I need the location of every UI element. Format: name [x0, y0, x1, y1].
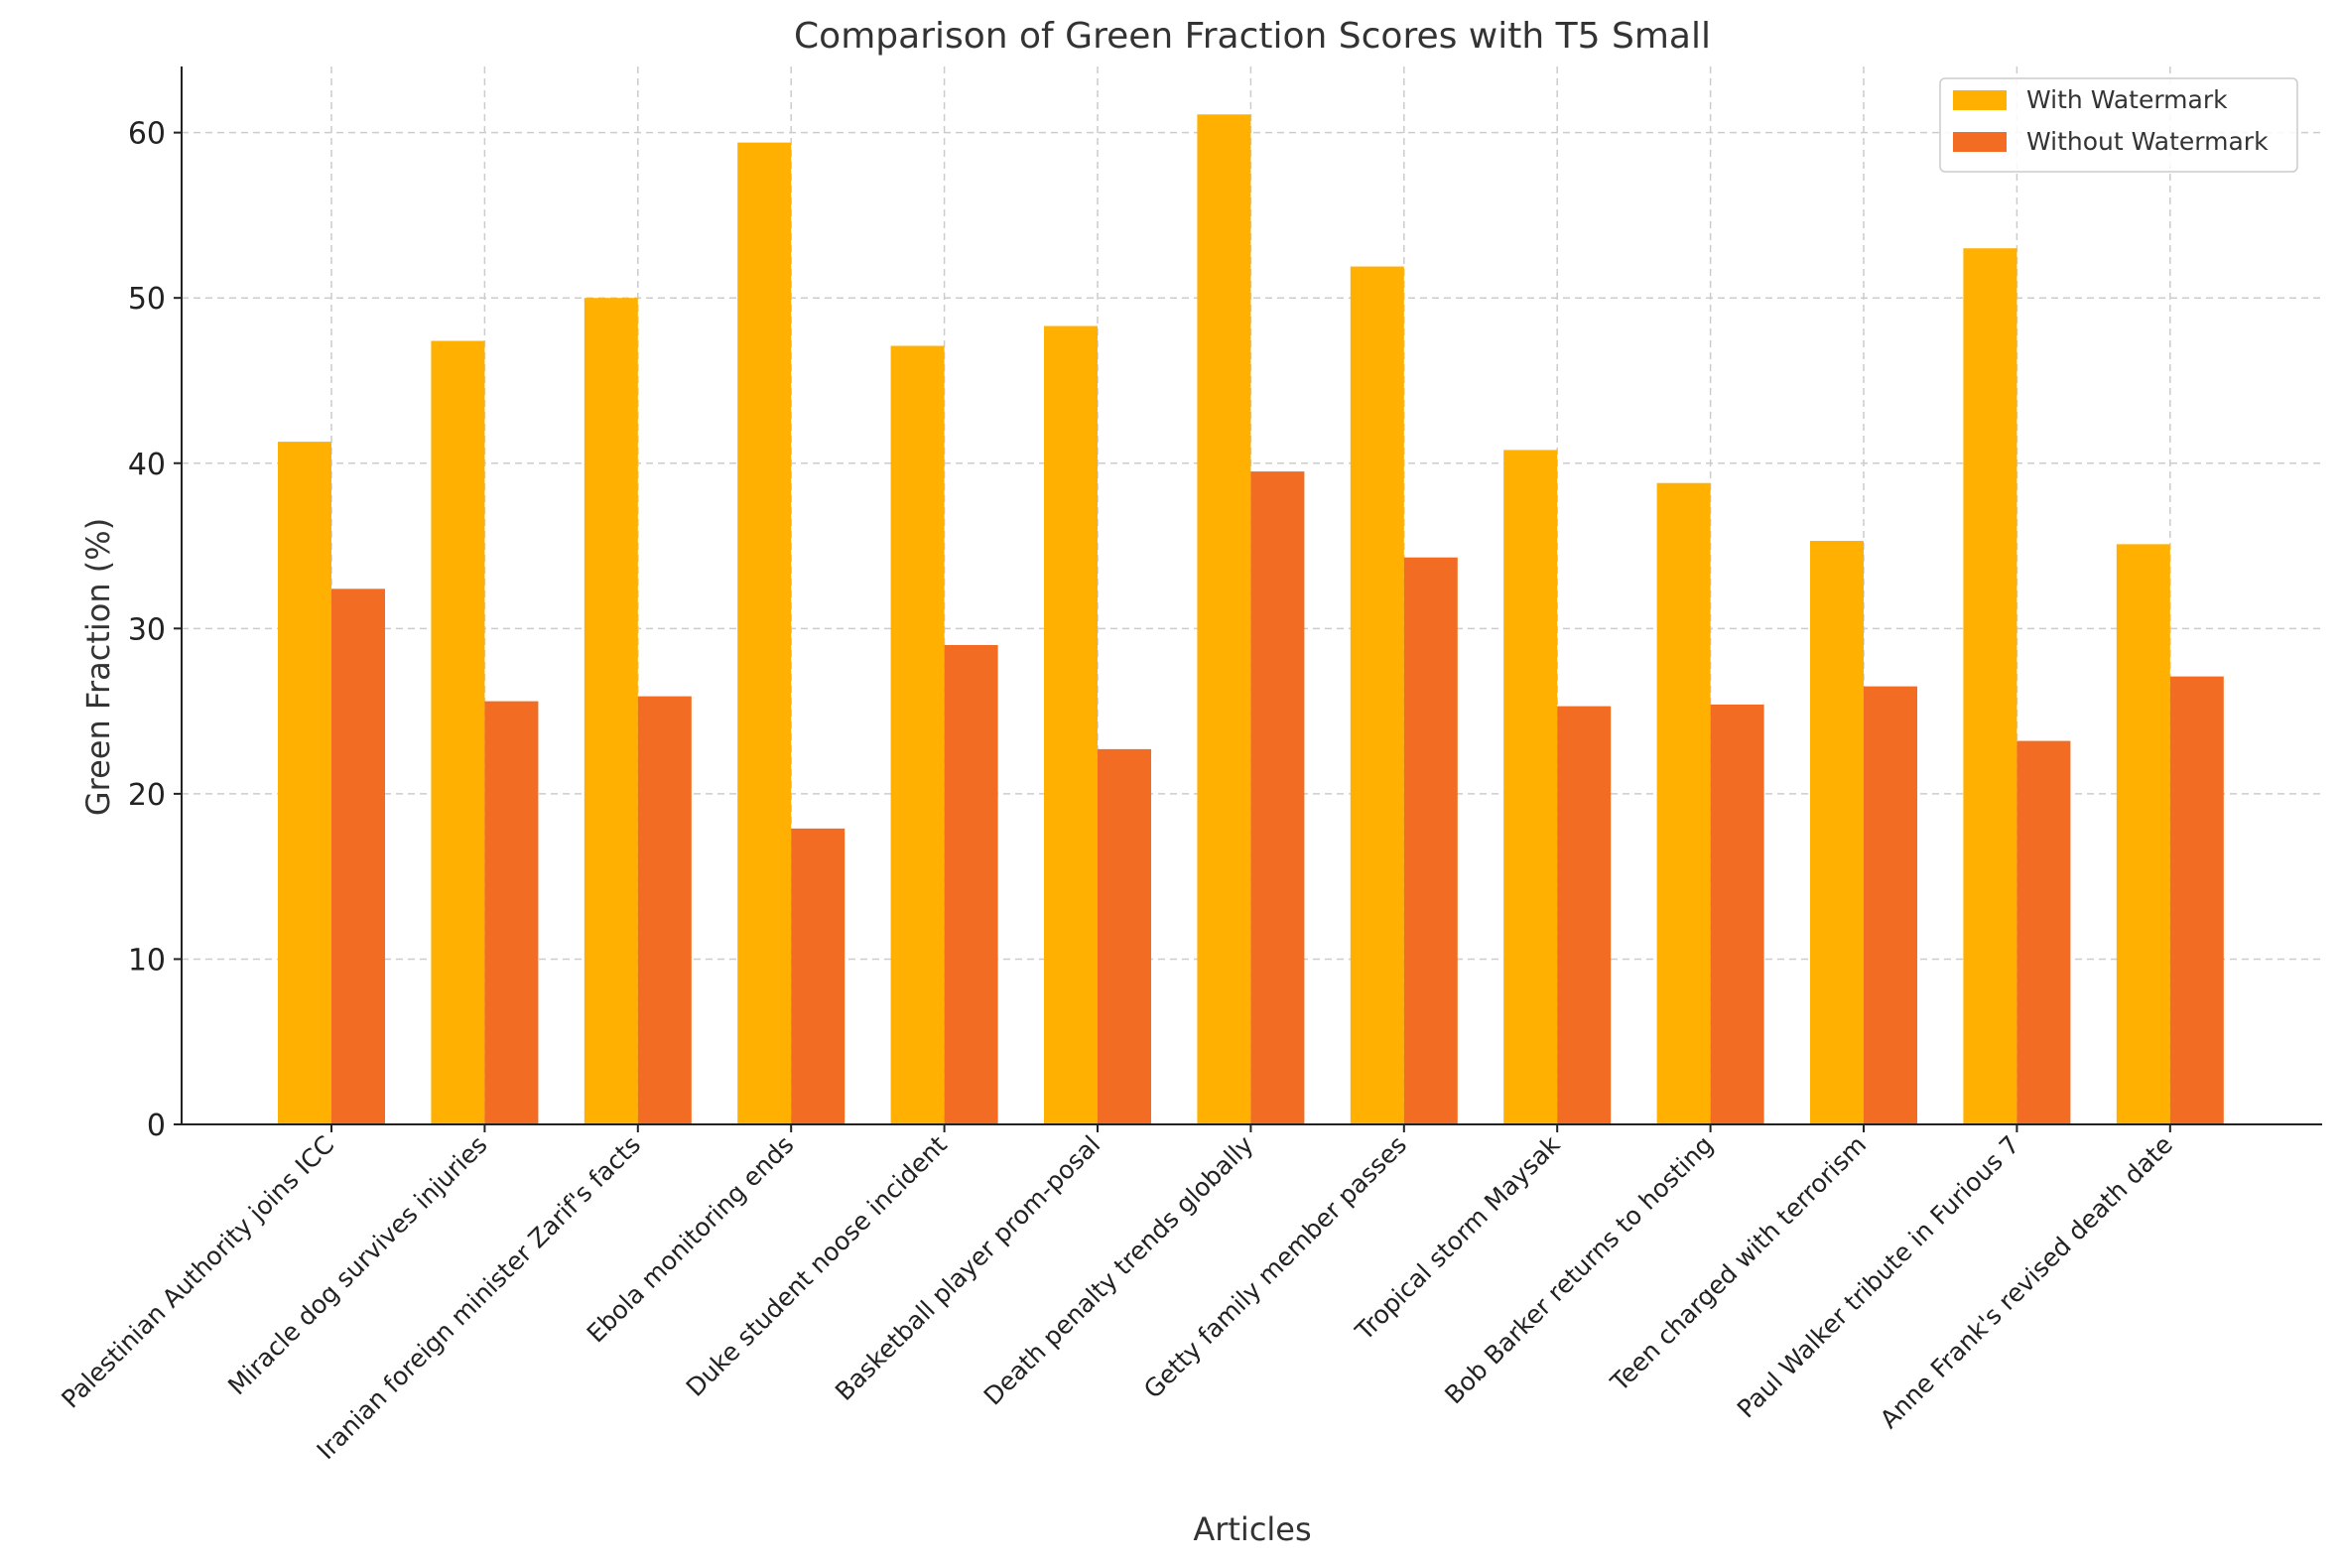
axes	[181, 66, 2322, 1125]
bar-with-watermark	[737, 142, 792, 1124]
bar-with-watermark	[1197, 114, 1251, 1125]
legend-box	[1939, 77, 2298, 173]
bars	[278, 114, 2224, 1125]
x-tick-label: Getty family member passes	[1138, 1130, 1412, 1404]
y-tick-label: 30	[128, 612, 166, 647]
y-tick-label: 50	[128, 282, 166, 317]
chart-title: Comparison of Green Fraction Scores with…	[794, 16, 1711, 57]
x-axis-label: Articles	[1193, 1510, 1311, 1548]
bar-without-watermark	[1098, 748, 1151, 1124]
bar-without-watermark	[1710, 704, 1764, 1124]
x-tick-label: Anne Frank's revised death date	[1875, 1130, 2178, 1434]
bar-with-watermark	[584, 298, 638, 1124]
x-tick-label: Death penalty trends globally	[978, 1130, 1259, 1411]
x-tick-label: Paul Walker tribute in Furious 7	[1732, 1130, 2025, 1424]
x-tick-label: Palestinian Authority joins ICC	[56, 1130, 339, 1414]
x-tick-label: Basketball player prom-posal	[830, 1130, 1105, 1406]
bar-without-watermark	[1403, 557, 1458, 1124]
bar-without-watermark	[331, 588, 385, 1124]
bar-without-watermark	[2016, 740, 2071, 1124]
y-tick-label: 10	[128, 943, 166, 978]
bar-with-watermark	[1810, 541, 1864, 1124]
x-tick-label: Teen charged with terrorism	[1605, 1130, 1872, 1397]
bar-without-watermark	[791, 828, 845, 1124]
bar-with-watermark	[890, 345, 945, 1125]
x-tick-label: Miracle dog survives injuries	[222, 1130, 493, 1401]
legend-label: Without Watermark	[2026, 127, 2269, 156]
x-tick-label: Iranian foreign minister Zarif's facts	[312, 1130, 646, 1465]
bar-without-watermark	[2169, 676, 2224, 1124]
bar-without-watermark	[637, 696, 692, 1124]
y-tick-label: 0	[147, 1109, 166, 1143]
bar-with-watermark	[1350, 266, 1404, 1124]
bar-with-watermark	[431, 340, 485, 1124]
legend: With Watermark Without Watermark	[1939, 77, 2298, 173]
y-axis-label: Green Fraction (%)	[79, 518, 117, 816]
y-tick-label: 60	[128, 117, 166, 152]
bar-with-watermark	[278, 442, 331, 1124]
legend-swatch	[1953, 132, 2007, 152]
legend-swatch	[1953, 90, 2007, 110]
x-tick-label: Bob Barker returns to hosting	[1439, 1130, 1719, 1410]
bar-without-watermark	[1557, 706, 1612, 1124]
bar-with-watermark	[1044, 326, 1098, 1124]
bar-with-watermark	[2116, 544, 2170, 1124]
bar-with-watermark	[1963, 248, 2017, 1124]
bar-without-watermark	[1250, 471, 1305, 1124]
y-ticks: 0 10 20 30 40 50 60	[128, 117, 182, 1143]
y-tick-label: 20	[128, 778, 166, 813]
x-tick-label: Duke student noose incident	[681, 1130, 953, 1402]
y-tick-label: 40	[128, 448, 166, 482]
legend-label: With Watermark	[2026, 85, 2228, 114]
bar-without-watermark	[944, 644, 998, 1124]
bar-with-watermark	[1503, 450, 1558, 1124]
bar-with-watermark	[1656, 482, 1711, 1124]
bar-without-watermark	[484, 701, 539, 1124]
bar-without-watermark	[1864, 686, 1917, 1124]
